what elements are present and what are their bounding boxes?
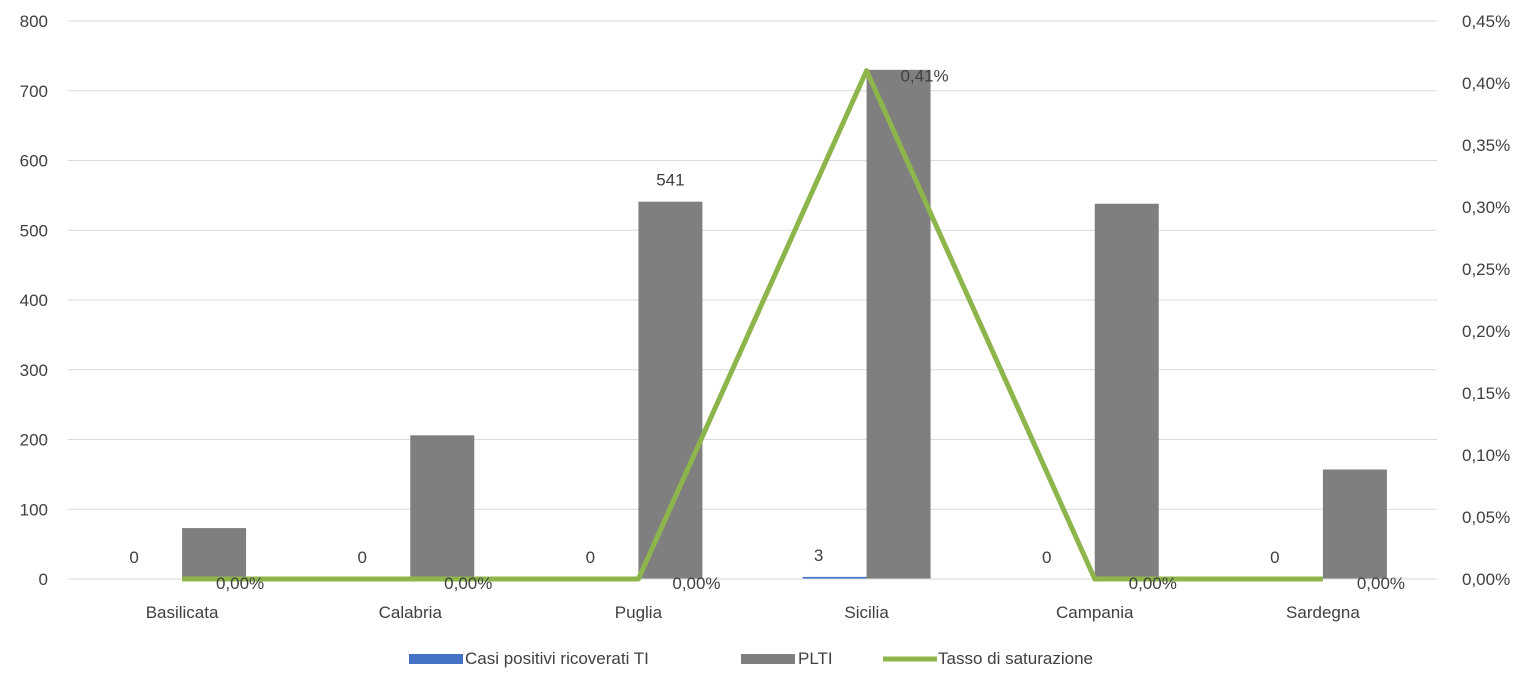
category-label: Sicilia <box>844 603 889 622</box>
data-label-tasso: 0,00% <box>672 574 720 593</box>
data-labels: 0 0 0 541 3 0 0 0,00% 0,00% 0,00% 0,41% 0,00% 0,00% <box>129 67 1405 593</box>
bars <box>182 69 1387 579</box>
y2-tick-label: 0,15% <box>1462 384 1510 403</box>
category-label: Campania <box>1056 603 1134 622</box>
data-label-casi: 0 <box>1042 548 1051 567</box>
y-tick-label: 800 <box>20 12 48 31</box>
bar-plti <box>1322 469 1387 579</box>
legend-label-plti: PLTI <box>798 649 833 668</box>
data-label-casi: 0 <box>586 548 595 567</box>
bar-plti <box>866 69 931 579</box>
bar-plti <box>410 435 475 579</box>
y-tick-label: 400 <box>20 291 48 310</box>
data-label-casi: 0 <box>358 548 367 567</box>
data-label-casi: 3 <box>814 546 823 565</box>
bar-plti <box>638 201 703 579</box>
y2-tick-label: 0,20% <box>1462 322 1510 341</box>
data-label-casi: 0 <box>1270 548 1279 567</box>
y2-tick-label: 0,10% <box>1462 446 1510 465</box>
category-label: Puglia <box>615 603 663 622</box>
y2-tick-label: 0,05% <box>1462 508 1510 527</box>
y2-tick-label: 0,35% <box>1462 136 1510 155</box>
legend: Casi positivi ricoverati TI PLTI Tasso di … <box>409 649 1093 668</box>
y-tick-label: 0 <box>39 570 48 589</box>
y-tick-label: 600 <box>20 152 48 171</box>
y2-tick-label: 0,30% <box>1462 198 1510 217</box>
line-tasso-saturazione <box>182 68 1323 582</box>
y2-tick-label: 0,25% <box>1462 260 1510 279</box>
y2-tick-label: 0,45% <box>1462 12 1510 31</box>
category-label: Calabria <box>379 603 443 622</box>
legend-swatch-plti <box>741 654 795 664</box>
y2-tick-label: 0,00% <box>1462 570 1510 589</box>
right-axis-ticks: 0,00% 0,05% 0,10% 0,15% 0,20% 0,25% 0,30% 0,35%… <box>1462 12 1510 589</box>
y-tick-label: 700 <box>20 82 48 101</box>
bar-casi-positivi <box>802 576 867 579</box>
data-label-tasso: 0,00% <box>216 574 264 593</box>
y-tick-label: 100 <box>20 500 48 519</box>
data-label-casi: 0 <box>129 548 138 567</box>
data-label-tasso: 0,00% <box>1129 574 1177 593</box>
legend-label-casi: Casi positivi ricoverati TI <box>465 649 649 668</box>
bar-plti <box>1094 203 1159 579</box>
data-label-tasso: 0,00% <box>444 574 492 593</box>
data-label-plti: 541 <box>656 171 684 190</box>
bar-plti <box>182 528 247 579</box>
data-label-tasso: 0,00% <box>1357 574 1405 593</box>
category-labels: Basilicata Calabria Puglia Sicilia Campania S… <box>146 603 1361 622</box>
data-label-tasso: 0,41% <box>900 67 948 86</box>
gridlines <box>68 20 1437 510</box>
category-label: Sardegna <box>1286 603 1360 622</box>
y-tick-label: 500 <box>20 221 48 240</box>
y-tick-label: 300 <box>20 361 48 380</box>
y2-tick-label: 0,40% <box>1462 74 1510 93</box>
y-tick-label: 200 <box>20 431 48 450</box>
category-label: Basilicata <box>146 603 219 622</box>
legend-label-tasso: Tasso di saturazione <box>938 649 1093 668</box>
left-axis-ticks: 0 100 200 300 400 500 600 700 800 <box>20 12 48 589</box>
legend-swatch-casi <box>409 654 463 664</box>
line-series <box>182 68 1323 582</box>
